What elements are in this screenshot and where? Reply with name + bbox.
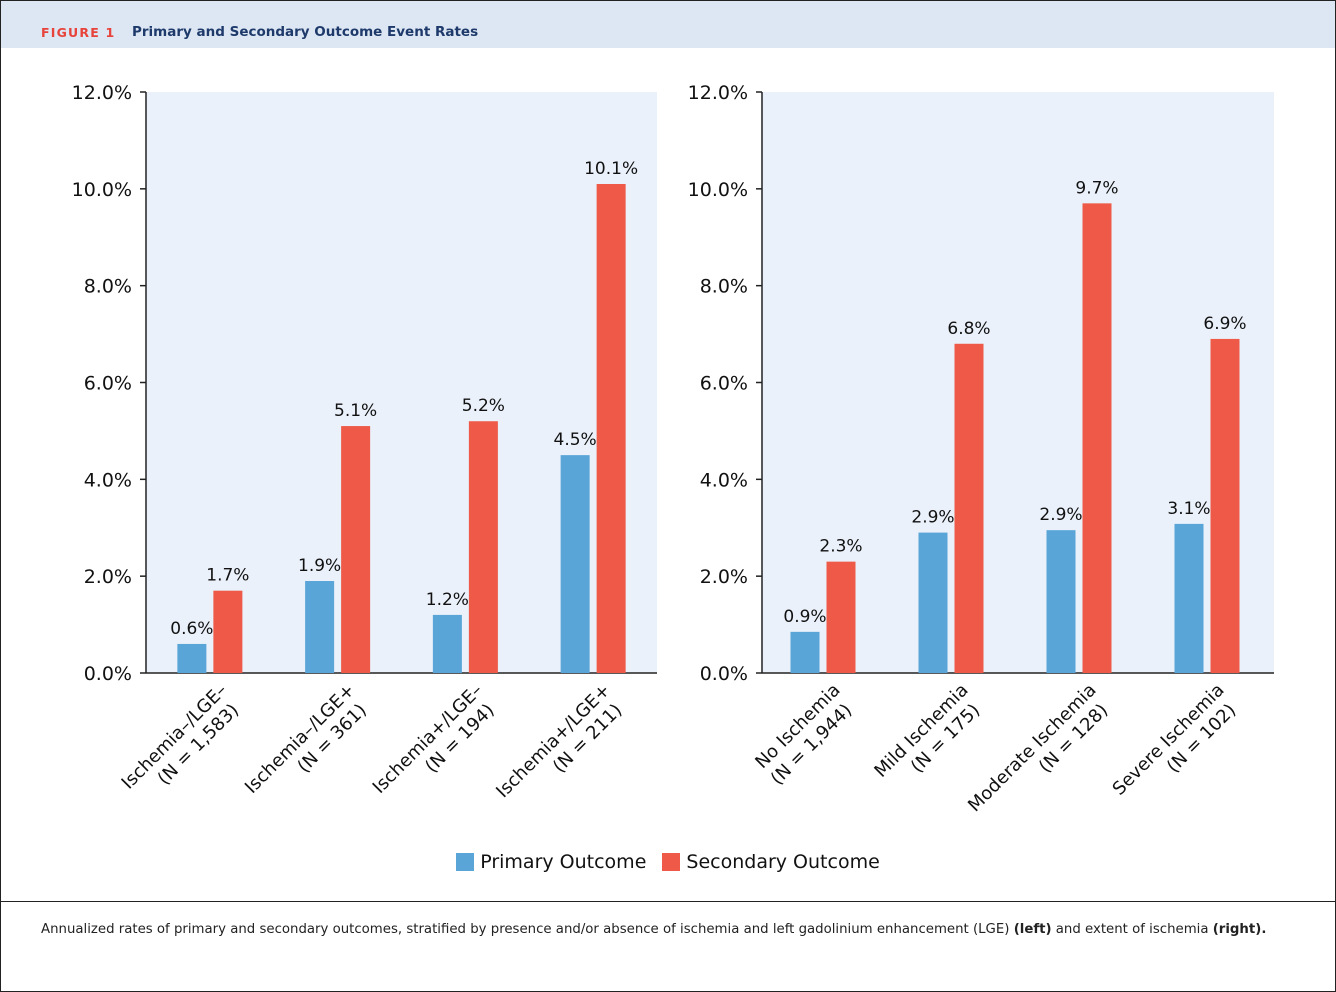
legend-item-secondary: Secondary Outcome (662, 851, 880, 873)
left-data-label-secondary: 10.1% (584, 159, 638, 179)
right-x-tick-label: Severe Ischemia(N = 102) (1109, 680, 1245, 816)
legend-label-primary: Primary Outcome (480, 851, 647, 873)
left-x-tick-label: Ischemia+/LGE+(N = 211) (492, 680, 630, 818)
right-y-tick-label: 6.0% (700, 373, 748, 395)
right-x-tick-label: Mild Ischemia(N = 175) (870, 680, 988, 798)
left-y-tick-label: 8.0% (84, 276, 132, 298)
caption-bold-right: (right). (1212, 922, 1267, 937)
left-x-tick-label: Ischemia–/LGE–(N = 1,583) (118, 680, 248, 810)
right-data-label-secondary: 9.7% (1075, 178, 1118, 198)
right-bar-secondary (826, 561, 856, 673)
figure-header: FIGURE 1 Primary and Secondary Outcome E… (1, 1, 1335, 48)
left-y-tick-label: 12.0% (72, 82, 132, 104)
right-x-tick-label: No Ischemia(N = 1,944) (751, 680, 861, 790)
left-data-label-secondary: 5.2% (462, 396, 505, 416)
left-bar-secondary (213, 590, 243, 673)
right-bar-secondary (1082, 203, 1112, 673)
caption-divider (1, 901, 1335, 902)
left-bar-primary (432, 614, 462, 673)
caption-text-2: and extent of ischemia (1051, 922, 1213, 937)
right-y-tick-label: 8.0% (700, 276, 748, 298)
right-bar-secondary (954, 343, 984, 673)
right-y-tick-label: 2.0% (700, 566, 748, 588)
left-data-label-primary: 1.9% (298, 556, 341, 576)
legend-item-primary: Primary Outcome (456, 851, 646, 873)
right-x-tick-label-line: Moderate Ischemia (964, 680, 1100, 816)
right-data-label-primary: 3.1% (1167, 499, 1210, 519)
right-y-tick-label: 0.0% (700, 663, 748, 685)
figure-caption: Annualized rates of primary and secondar… (41, 918, 1311, 941)
charts-svg: 0.0% 2.0% 4.0% 6.0% 8.0% 10.0% 12.0% 0.6% 1.7% Is… (72, 82, 1274, 832)
left-y-tick-label: 6.0% (84, 373, 132, 395)
legend: Primary Outcome Secondary Outcome (1, 847, 1335, 877)
right-data-label-secondary: 2.3% (819, 537, 862, 557)
legend-label-secondary: Secondary Outcome (686, 851, 880, 873)
right-data-label-primary: 0.9% (783, 607, 826, 627)
right-bar-primary (918, 532, 948, 673)
caption-bold-left: (left) (1013, 922, 1052, 937)
right-data-label-primary: 2.9% (911, 508, 954, 528)
left-y-tick-label: 10.0% (72, 179, 132, 201)
right-data-label-secondary: 6.9% (1203, 314, 1246, 334)
left-x-tick-label: Ischemia–/LGE+(N = 361) (241, 680, 375, 814)
left-bar-secondary (468, 421, 498, 673)
legend-swatch-primary (456, 853, 475, 871)
right-y-tick-label: 10.0% (688, 179, 748, 201)
left-data-label-primary: 0.6% (170, 619, 213, 639)
right-bar-secondary (1210, 338, 1240, 673)
left-data-label-primary: 1.2% (426, 590, 469, 610)
right-data-label-primary: 2.9% (1039, 505, 1082, 525)
left-data-label-primary: 4.5% (554, 430, 597, 450)
legend-swatch-secondary (662, 853, 681, 871)
left-bar-secondary (341, 426, 371, 673)
right-bar-primary (790, 631, 820, 673)
figure-label: FIGURE 1 (41, 25, 116, 40)
right-y-tick-label: 4.0% (700, 469, 748, 491)
right-x-tick-label: Moderate Ischemia(N = 128) (964, 680, 1116, 832)
left-y-tick-label: 2.0% (84, 566, 132, 588)
right-y-tick-label: 12.0% (688, 82, 748, 104)
left-bar-primary (177, 643, 207, 673)
right-data-label-secondary: 6.8% (947, 319, 990, 339)
left-bar-primary (560, 455, 590, 673)
left-y-tick-label: 0.0% (84, 663, 132, 685)
right-bar-primary (1046, 530, 1076, 673)
left-y-tick-label: 4.0% (84, 469, 132, 491)
left-data-label-secondary: 1.7% (206, 566, 249, 586)
left-bar-primary (305, 581, 335, 673)
caption-text-1: Annualized rates of primary and secondar… (41, 922, 1014, 937)
left-bar-secondary (596, 183, 626, 673)
left-data-label-secondary: 5.1% (334, 401, 377, 421)
figure-title: Primary and Secondary Outcome Event Rate… (132, 24, 479, 40)
right-bar-primary (1174, 523, 1204, 673)
left-x-tick-label: Ischemia+/LGE–(N = 194) (369, 680, 503, 814)
